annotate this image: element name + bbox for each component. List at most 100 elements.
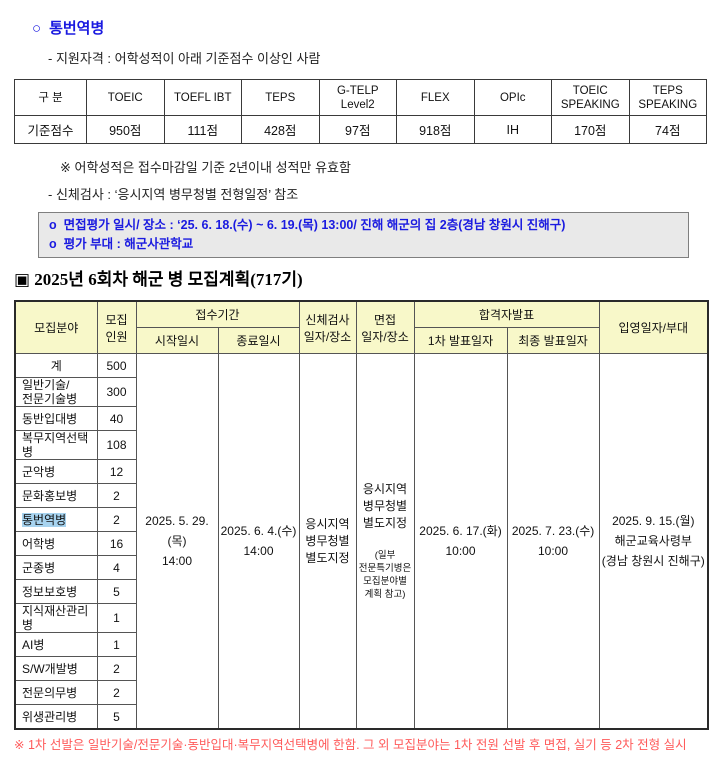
column-header: TOEIC SPEAKING [551,79,630,116]
footnote-text: ※ 1차 선발은 일반기술/전문기술·동반입대·복무지역선택병에 한함. 그 외… [14,738,687,752]
note-physical: - 신체검사 : ‘응시지역 병무청별 전형일정’ 참조 [48,187,299,202]
intro-title-label: 통번역병 [49,20,105,37]
start-cell: 2025. 5. 29.(목) 14:00 [135,353,219,730]
column-header: TEPS [241,79,320,116]
table-row: 위생관리병 5 [14,704,708,730]
score-value-row: 기준점수 950점 111점 428점 97점 918점 IH 170점 74점 [14,115,707,144]
info-line-text: 면접평가 일시/ 장소 : ‘25. 6. 18.(수) ~ 6. 19.(목)… [63,218,566,232]
count-cell: 1 [96,632,137,657]
circle-bullet-icon: o [49,237,57,251]
column-header: TEPS SPEAKING [628,79,707,116]
first-announce-cell: 2025. 6. 17.(화) 10:00 [413,353,508,730]
header-field: 모집분야 [14,300,98,354]
circle-bullet-icon: ○ [32,20,42,37]
score-table: 구 분 TOEIC TOEFL IBT TEPS G-TELP Level2 F… [14,79,707,144]
score-value: 428점 [241,115,320,144]
table-row: 통번역병 2 [14,507,708,532]
count-cell: 300 [96,377,137,407]
field-cell: 위생관리병 [14,704,98,730]
column-header: OPIc [473,79,552,116]
field-cell: 전문의무병 [14,680,98,705]
field-cell: 계 [14,353,98,378]
header-interview: 면접 일자/장소 [355,300,415,354]
field-cell: 동반입대병 [14,406,98,431]
column-header: 구 분 [14,79,87,116]
table-row: 지식재산관리병 1 [14,603,708,633]
table-row: 계 500 2025. 5. 29.(목) 14:00 2025. 6. 4.(… [14,353,709,730]
field-cell: 어학병 [14,531,98,556]
column-header: FLEX [396,79,475,116]
recruit-table: 모집분야 모집 인원 접수기간 신체검사 일자/장소 면접 일자/장소 합격자발… [14,300,710,730]
info-line-text: 평가 부대 : 해군사관학교 [63,237,194,251]
header-final: 최종 발표일자 [506,327,600,354]
end-cell: 2025. 6. 4.(수) 14:00 [217,353,300,730]
count-cell: 2 [96,656,137,681]
table-row: 일반기술/ 전문기술병 300 [14,377,708,407]
intro-title: ○ 통번역병 [32,20,707,38]
header-row-2: 시작일시 종료일시 1차 발표일자 최종 발표일자 [15,327,708,354]
table-row: 전문의무병 2 [14,680,708,705]
header-count: 모집 인원 [96,300,137,354]
count-cell: 2 [96,680,137,705]
field-cell: AI병 [14,632,98,657]
count-cell: 4 [96,555,137,580]
field-cell: 군종병 [14,555,98,580]
field-cell: 정보보호병 [14,579,98,604]
physical-cell: 응시지역 병무청별 별도지정 [298,353,357,730]
qualification-text: - 지원자격 : 어학성적이 아래 기준점수 이상인 사람 [48,51,321,66]
score-row-header: 기준점수 [14,115,87,144]
count-cell: 40 [96,406,137,431]
field-cell: 군악병 [14,459,98,484]
header-first: 1차 발표일자 [413,327,508,354]
score-value: 97점 [318,115,397,144]
score-value: 950점 [86,115,165,144]
column-header: TOEFL IBT [163,79,242,116]
section-title: ▣ 2025년 6회차 해군 병 모집계획(717기) [14,270,303,289]
header-start: 시작일시 [135,327,219,354]
interview-sub-text: (일부 전문특기병은 모집분야별 계획 참고) [358,550,412,600]
count-cell: 2 [96,507,137,532]
page-container: ○ 통번역병 - 지원자격 : 어학성적이 아래 기준점수 이상인 사람 구 분 … [0,20,721,753]
table-row: 군종병 4 [14,555,708,580]
column-header: TOEIC [86,79,165,116]
field-cell: 지식재산관리병 [14,603,98,633]
field-cell: 일반기술/ 전문기술병 [14,377,98,407]
score-header-row: 구 분 TOEIC TOEFL IBT TEPS G-TELP Level2 F… [14,79,707,116]
column-header: G-TELP Level2 [318,79,397,116]
score-value: 918점 [396,115,475,144]
info-box: o 면접평가 일시/ 장소 : ‘25. 6. 18.(수) ~ 6. 19.(목… [38,212,689,258]
interview-main-text: 응시지역 병무청별 별도지정 [362,482,408,530]
field-cell: S/W개발병 [14,656,98,681]
info-line-interview: o 면접평가 일시/ 장소 : ‘25. 6. 18.(수) ~ 6. 19.(목… [49,216,678,235]
circle-bullet-icon: o [49,218,57,232]
table-row: 복무지역선택병 108 [14,430,708,460]
table-row: 문화홍보병 2 [14,483,708,508]
info-line-unit: o 평가 부대 : 해군사관학교 [49,235,678,254]
table-row: 동반입대병 40 [14,406,708,431]
interview-cell: 응시지역 병무청별 별도지정 (일부 전문특기병은 모집분야별 계획 참고) [355,353,415,730]
final-announce-cell: 2025. 7. 23.(수) 10:00 [506,353,600,730]
count-cell: 5 [96,704,137,730]
header-physical: 신체검사 일자/장소 [298,300,357,354]
count-cell: 5 [96,579,137,604]
count-cell: 16 [96,531,137,556]
score-value: IH [473,115,552,144]
header-row-1: 모집분야 모집 인원 접수기간 신체검사 일자/장소 면접 일자/장소 합격자발… [14,300,709,354]
count-cell: 12 [96,459,137,484]
score-value: 170점 [551,115,630,144]
header-announce: 합격자발표 [413,300,600,328]
enlist-cell: 2025. 9. 15.(월) 해군교육사령부 (경남 창원시 진해구) [598,353,709,730]
header-enlist: 입영일자/부대 [598,300,709,354]
note-validity: ※ 어학성적은 접수마감일 기준 2년이내 성적만 유효함 [60,160,351,175]
count-cell: 500 [96,353,137,378]
field-cell: 통번역병 [14,507,98,532]
header-end: 종료일시 [217,327,300,354]
score-value: 111점 [163,115,242,144]
count-cell: 2 [96,483,137,508]
header-period: 접수기간 [135,300,300,328]
score-value: 74점 [628,115,707,144]
field-cell: 복무지역선택병 [14,430,98,460]
table-row: AI병 1 [14,632,708,657]
field-cell: 문화홍보병 [14,483,98,508]
count-cell: 108 [96,430,137,460]
